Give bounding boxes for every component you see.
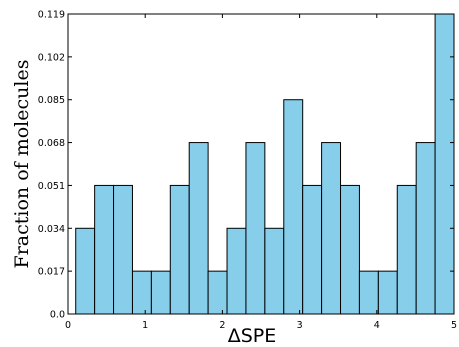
y-axis: 0.0 0.017 0.034 0.051 0.068 0.085 0.102 0.119: [38, 10, 454, 321]
histogram-bar: [396, 184, 417, 315]
histogram-bar: [94, 184, 115, 315]
plot-frame: [67, 13, 455, 315]
x-tick-label: 4: [374, 320, 380, 331]
histogram-bar: [434, 13, 455, 315]
y-tick-label: 0.068: [38, 138, 65, 149]
histogram-bar: [283, 99, 304, 315]
y-tick-label: 0.085: [38, 95, 65, 106]
histogram-bar: [264, 227, 285, 315]
x-tick-label: 2: [219, 320, 225, 331]
histogram-bar: [226, 227, 247, 315]
y-axis-title: Fraction of molecules: [11, 60, 33, 269]
histogram-bar: [75, 227, 96, 315]
histogram-bar: [415, 142, 436, 315]
histogram-bar: [377, 270, 398, 315]
histogram-bar: [340, 184, 360, 315]
histogram-bar: [169, 184, 190, 315]
histogram-bar: [245, 142, 266, 315]
y-tick-label: 0.051: [38, 181, 65, 192]
histogram-bar: [207, 270, 228, 315]
x-tick-label: 5: [451, 320, 457, 331]
histogram-bar: [150, 270, 171, 315]
histogram-bar: [321, 142, 342, 315]
x-axis: 0 1 2 3 4 5: [65, 14, 457, 331]
y-tick-label: 0.119: [38, 10, 65, 21]
x-tick-label: 3: [297, 320, 303, 331]
y-tick-label: 0.0: [50, 310, 65, 321]
histogram-bar: [113, 184, 133, 315]
histogram-bar: [358, 270, 379, 315]
histogram-bar: [302, 184, 323, 315]
y-tick-label: 0.034: [38, 224, 65, 235]
histogram-bars: [75, 13, 455, 315]
x-axis-title: ΔSPE: [228, 325, 277, 347]
y-tick-label: 0.017: [38, 267, 65, 278]
histogram-bar: [188, 142, 209, 315]
x-tick-label: 0: [65, 320, 71, 331]
histogram-bar: [131, 270, 152, 315]
x-tick-label: 1: [142, 320, 148, 331]
y-tick-label: 0.102: [38, 52, 65, 63]
